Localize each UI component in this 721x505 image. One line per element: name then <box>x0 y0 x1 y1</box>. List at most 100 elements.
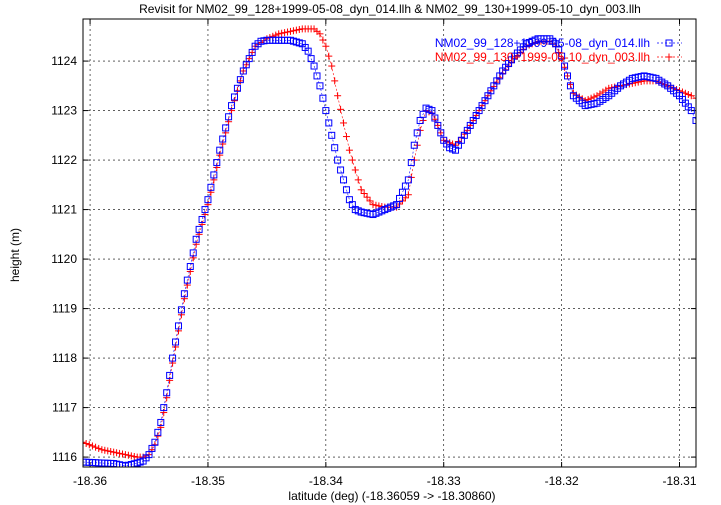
data-point <box>313 72 321 80</box>
data-point <box>401 182 409 190</box>
data-point <box>340 119 348 127</box>
data-point <box>590 93 598 101</box>
data-point <box>319 36 327 44</box>
data-point <box>110 448 118 456</box>
data-point <box>561 62 569 70</box>
data-point <box>213 159 221 167</box>
y-tick-label: 1119 <box>52 302 77 316</box>
data-point <box>101 446 109 454</box>
data-point <box>354 176 362 184</box>
data-point <box>413 129 421 137</box>
data-point <box>310 62 318 70</box>
x-axis-label: latitude (deg) (-18.36059 -> -18.30860) <box>288 489 495 503</box>
y-tick-label: 1124 <box>51 54 77 68</box>
data-point <box>275 30 283 38</box>
data-point <box>692 94 696 102</box>
data-point <box>292 26 300 34</box>
data-point <box>281 29 289 37</box>
data-point <box>434 121 442 129</box>
data-point <box>692 116 696 124</box>
data-point <box>166 371 174 379</box>
x-tick-label: -18.33 <box>427 474 461 488</box>
x-tick-label: -18.31 <box>662 474 696 488</box>
data-point <box>127 452 135 460</box>
data-point <box>88 442 96 450</box>
data-point <box>407 159 415 167</box>
data-point <box>328 131 336 139</box>
data-point <box>163 389 171 397</box>
data-point <box>124 451 132 459</box>
legend-label: NM02_99_128+1999-05-08_dyn_014.llh <box>435 36 650 50</box>
data-point <box>307 55 315 63</box>
data-point <box>189 249 197 257</box>
data-point <box>225 113 233 121</box>
data-point <box>236 76 244 84</box>
series-group <box>83 25 696 467</box>
data-point <box>278 29 286 37</box>
data-point <box>286 27 294 35</box>
data-point <box>198 215 206 223</box>
data-point <box>363 193 371 201</box>
x-tick-label: -18.34 <box>309 474 343 488</box>
data-point <box>681 89 689 97</box>
data-point <box>342 133 350 141</box>
data-point <box>121 451 129 459</box>
data-point <box>351 166 359 174</box>
data-point <box>369 201 377 209</box>
legend-label: NM02_99_130+1999-05-10_dyn_003.llh <box>435 50 650 64</box>
data-point <box>174 322 182 330</box>
y-tick-label: 1120 <box>51 252 77 266</box>
data-point <box>98 446 106 454</box>
data-point <box>331 77 339 85</box>
data-point <box>687 107 695 115</box>
data-point <box>566 82 574 90</box>
data-point <box>192 235 200 243</box>
data-point <box>245 55 253 63</box>
data-point <box>322 107 330 115</box>
data-point <box>180 290 188 298</box>
data-point <box>186 263 194 271</box>
data-point <box>325 119 333 127</box>
data-point <box>228 102 236 110</box>
data-point <box>219 135 227 143</box>
data-point <box>83 439 90 447</box>
plot-frame <box>82 18 697 468</box>
data-point <box>284 28 292 36</box>
data-point <box>248 48 256 56</box>
data-point <box>316 30 324 38</box>
x-tick-label: -18.35 <box>191 474 225 488</box>
data-point <box>222 124 230 132</box>
data-point <box>404 176 412 184</box>
data-point <box>295 26 303 34</box>
data-point <box>348 156 356 164</box>
legend-marker <box>665 39 673 47</box>
data-point <box>233 87 241 95</box>
data-point <box>437 129 445 137</box>
data-point <box>183 276 191 284</box>
data-point <box>118 450 126 458</box>
data-point <box>561 63 569 71</box>
y-axis-label: height (m) <box>8 228 22 282</box>
data-point <box>337 166 345 174</box>
data-point <box>325 52 333 60</box>
series-1 <box>83 35 696 467</box>
y-tick-label: 1117 <box>52 401 77 415</box>
y-tick-label: 1121 <box>51 203 77 217</box>
data-point <box>340 176 348 184</box>
x-tick-label: -18.32 <box>545 474 579 488</box>
data-point <box>177 306 185 314</box>
data-point <box>564 72 572 80</box>
y-tick-label: 1123 <box>51 104 77 118</box>
data-point <box>160 404 168 412</box>
data-point <box>316 82 324 90</box>
data-point <box>230 93 238 101</box>
data-point <box>431 115 439 123</box>
x-tick-label: -18.36 <box>73 474 107 488</box>
data-point <box>92 443 100 451</box>
data-point <box>207 183 215 191</box>
y-axis-ticks: 1116 1117 1118 1119 1120 1121 1122 1123 1124 <box>51 54 696 464</box>
data-point <box>130 452 138 460</box>
data-point <box>398 188 406 196</box>
data-point <box>236 77 244 85</box>
data-point <box>83 438 87 446</box>
